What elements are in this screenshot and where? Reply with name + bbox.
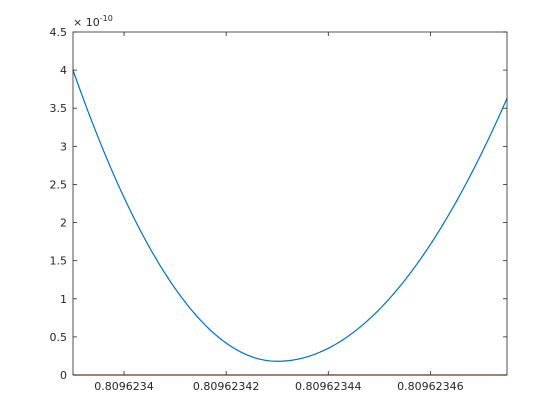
y-tick-label: 3.5 bbox=[50, 102, 68, 115]
y-exponent-power: -10 bbox=[100, 14, 113, 23]
y-tick-label: 4 bbox=[60, 64, 67, 77]
x-axis-ticks: 0.8096234 0.80962342 0.80962344 0.80962346 bbox=[94, 32, 464, 393]
y-tick-label: 1 bbox=[60, 293, 67, 306]
x-tick-label: 0.80962342 bbox=[193, 380, 259, 393]
y-tick-label: 3 bbox=[60, 140, 67, 153]
plot-background bbox=[73, 32, 507, 375]
y-exponent-base: × 10 bbox=[73, 16, 100, 29]
y-tick-label: 4.5 bbox=[50, 26, 68, 39]
y-tick-label: 0 bbox=[60, 369, 67, 382]
y-tick-label: 1.5 bbox=[50, 255, 68, 268]
x-tick-label: 0.8096234 bbox=[94, 380, 154, 393]
y-tick-label: 2 bbox=[60, 217, 67, 230]
y-exponent-label: × 10-10 bbox=[73, 14, 113, 29]
y-axis-ticks: 0 0.5 1 1.5 2 2.5 3 3.5 4 4.5 bbox=[50, 26, 507, 382]
series-line-1 bbox=[72, 69, 508, 362]
x-tick-label: 0.80962344 bbox=[295, 380, 361, 393]
x-tick-label: 0.80962346 bbox=[397, 380, 463, 393]
y-tick-label: 0.5 bbox=[50, 331, 68, 344]
y-tick-label: 2.5 bbox=[50, 178, 68, 191]
axes-box bbox=[72, 31, 508, 376]
